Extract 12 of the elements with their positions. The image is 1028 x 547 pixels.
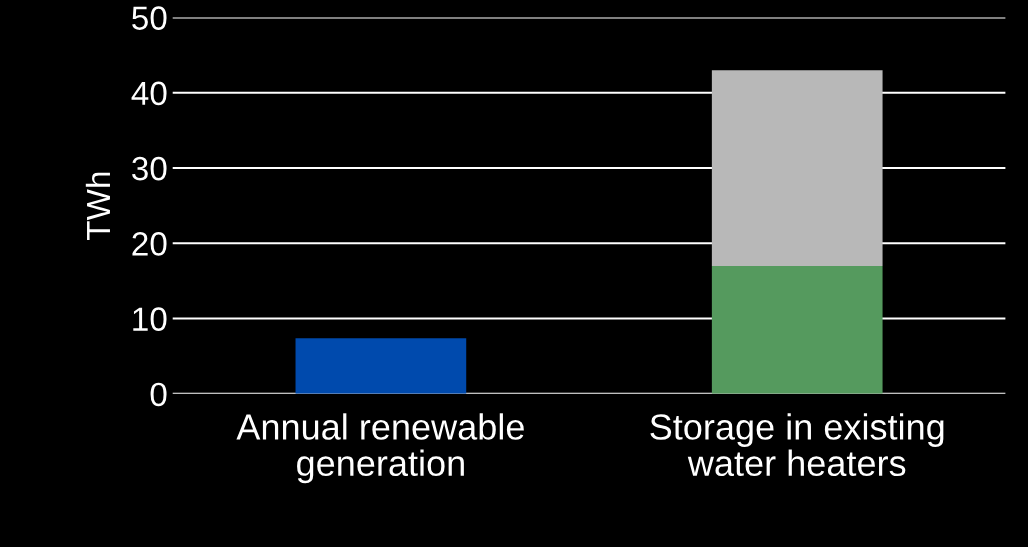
y-tick-label: 20 bbox=[132, 232, 167, 256]
y-tick-label: 10 bbox=[133, 307, 167, 331]
x-tick-label: Storage in existing water heaters bbox=[650, 413, 944, 477]
bar bbox=[711, 70, 883, 266]
y-tick-label: 0 bbox=[150, 382, 167, 407]
bar bbox=[711, 265, 883, 394]
x-tick-label: Annual renewable generation bbox=[236, 413, 524, 484]
y-axis-title: TWh bbox=[85, 172, 110, 241]
bar bbox=[295, 338, 467, 394]
y-tick-label: 40 bbox=[131, 81, 167, 106]
y-tick-label: 50 bbox=[132, 6, 167, 30]
y-tick-label: 30 bbox=[132, 156, 167, 181]
